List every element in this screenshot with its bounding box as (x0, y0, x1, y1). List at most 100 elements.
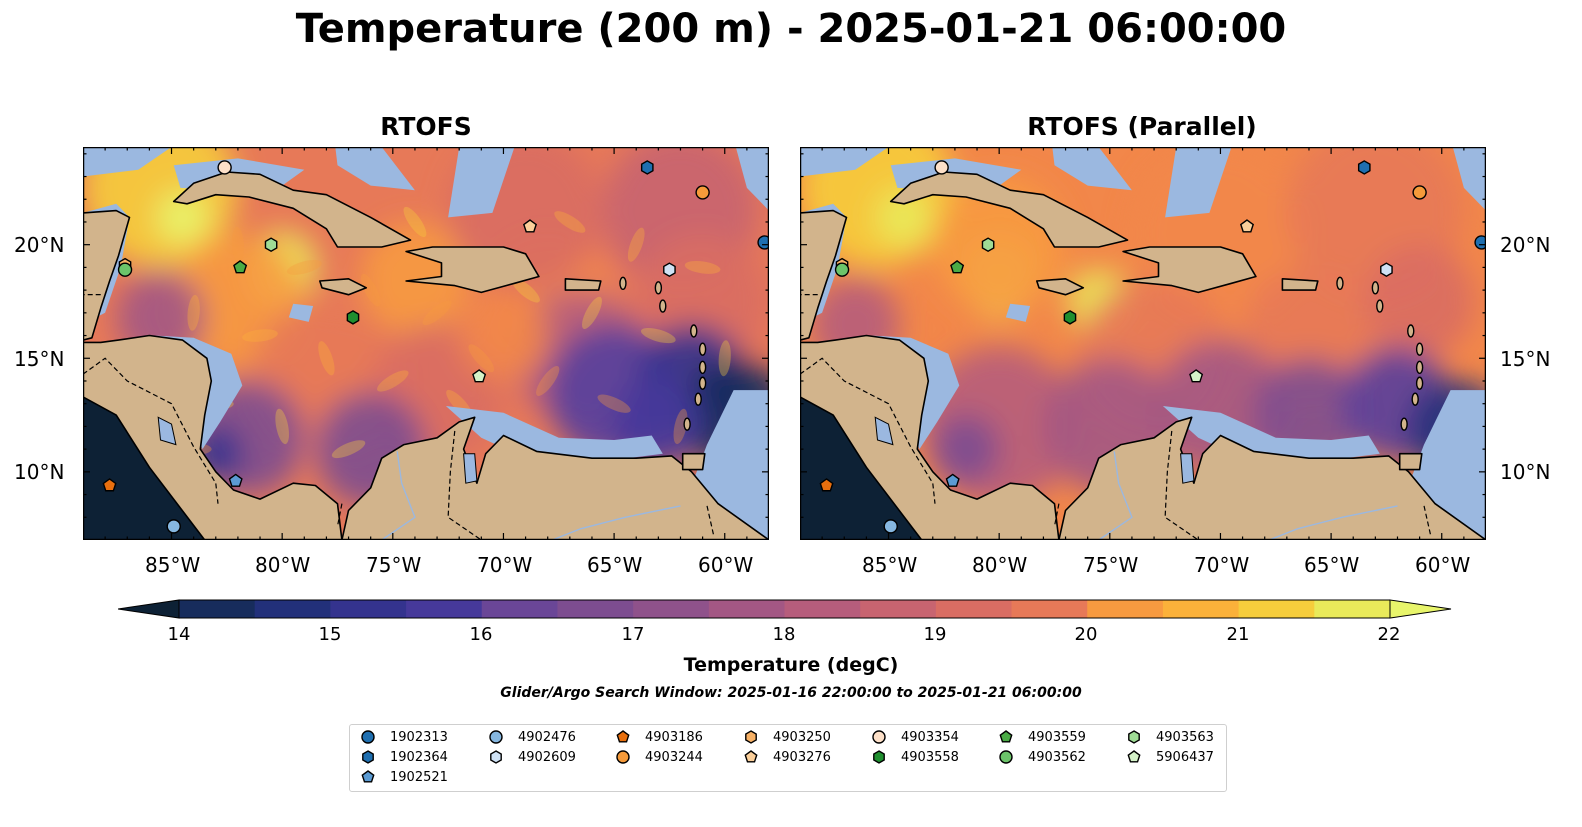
land-cuba (889, 171, 1129, 248)
float-marker-1902521 (945, 473, 960, 487)
colorbar-segment (708, 600, 786, 618)
legend-item: 1902364 (358, 747, 448, 767)
land-jamaica (319, 278, 368, 296)
shallow-water (83, 147, 172, 177)
island (683, 417, 691, 431)
island (659, 299, 667, 313)
legend: 1902313 1902364 1902521 4902476 4902609 … (349, 724, 1227, 792)
pentagon-marker-icon (744, 750, 758, 763)
island (698, 360, 707, 375)
shallow-water (448, 147, 515, 218)
float-marker-4903558 (346, 310, 360, 325)
shallow-water (735, 147, 769, 211)
float-marker-4902609 (1380, 262, 1393, 277)
float-marker-4903186 (819, 478, 834, 492)
lat-tick-label: 15°N (14, 347, 65, 371)
colorbar-extend-min (118, 599, 180, 619)
legend-marker-4903244 (616, 750, 630, 764)
map-rtofs-parallel (800, 147, 1486, 540)
legend-item: 4903244 (613, 747, 703, 767)
float-marker-5906437 (472, 369, 487, 383)
country-border (706, 505, 715, 536)
legend-item: 4903558 (869, 747, 959, 767)
colorbar-segment (179, 600, 256, 618)
legend-item: 1902521 (358, 767, 448, 787)
colorbar-tick-label: 20 (1074, 624, 1098, 645)
float-marker-4903354 (217, 160, 232, 175)
colorbar-label: Temperature (degC) (683, 654, 899, 676)
colorbar-tick-label: 22 (1377, 624, 1401, 645)
shallow-water (1452, 147, 1486, 211)
float-marker-5906437 (1189, 369, 1204, 383)
colorbar-segment (1011, 600, 1088, 618)
lon-tick-label: 65°W (1304, 553, 1360, 577)
float-marker-1902364 (640, 160, 654, 175)
colorbar-tick-label: 18 (772, 624, 796, 645)
legend-marker-4902476 (489, 730, 503, 744)
colorbar-tick-label: 14 (167, 624, 191, 645)
float-marker-4903562 (117, 262, 133, 277)
legend-item: 4903563 (1124, 727, 1214, 747)
lon-tick-label: 75°W (1083, 553, 1139, 577)
hexagon-marker-icon (362, 750, 374, 764)
colorbar-segment (557, 600, 634, 618)
float-marker-4903354 (934, 160, 949, 175)
island (1415, 376, 1424, 390)
lon-tick-label: 60°W (1415, 553, 1471, 577)
colorbar-segment (1238, 600, 1315, 618)
land-mexico (800, 147, 848, 341)
island (1415, 342, 1424, 356)
island (654, 281, 663, 295)
panel-title-parallel: RTOFS (Parallel) (1027, 112, 1257, 141)
float-marker-4903558 (1063, 310, 1077, 325)
river (381, 451, 416, 540)
shallow-water (1052, 147, 1132, 191)
float-marker-4903276 (1239, 219, 1255, 233)
colorbar-segment (481, 600, 559, 618)
float-marker-4903276 (522, 219, 538, 233)
island (690, 324, 698, 338)
island (1371, 281, 1380, 295)
float-marker-1902364 (1357, 160, 1371, 175)
map-rtofs (83, 147, 769, 540)
colorbar-segment (860, 600, 937, 618)
legend-item: 4903354 (869, 727, 959, 747)
island (698, 376, 707, 390)
land-cuba (172, 171, 412, 248)
river (1098, 451, 1133, 540)
land-puertorico (1281, 278, 1319, 291)
float-marker-1902313 (757, 235, 769, 250)
colorbar-segment (1314, 600, 1391, 618)
legend-marker-1902521 (361, 770, 375, 783)
legend-marker-4903559 (999, 730, 1013, 743)
float-marker-4902476 (883, 519, 898, 534)
colorbar-segment (633, 600, 710, 618)
island (1411, 392, 1419, 406)
legend-marker-4903562 (999, 750, 1013, 764)
island (619, 276, 627, 291)
island (698, 342, 707, 356)
circle-marker-icon (999, 750, 1013, 764)
lake (463, 453, 478, 484)
lon-tick-label: 75°W (366, 553, 422, 577)
float-marker-4903559 (950, 260, 965, 274)
temperature-colorbar (118, 599, 1452, 619)
legend-item: 4903276 (741, 747, 831, 767)
shallow-water (1165, 147, 1232, 218)
shallow-water (288, 303, 314, 322)
float-marker-1902521 (228, 473, 243, 487)
circle-marker-icon (872, 730, 886, 744)
land-trinidad (681, 452, 706, 471)
land-central (83, 334, 343, 540)
colorbar-tick-label: 16 (469, 624, 493, 645)
float-marker-4903562 (834, 262, 850, 277)
lon-tick-label: 65°W (587, 553, 643, 577)
shallow-water (335, 147, 415, 191)
colorbar-extend-max (1389, 599, 1452, 619)
lon-tick-label: 70°W (477, 553, 533, 577)
legend-marker-4903186 (616, 730, 630, 743)
lon-tick-label: 80°W (972, 553, 1028, 577)
river (1268, 505, 1398, 540)
float-marker-4903563 (981, 237, 995, 252)
land-puertorico (564, 278, 602, 291)
